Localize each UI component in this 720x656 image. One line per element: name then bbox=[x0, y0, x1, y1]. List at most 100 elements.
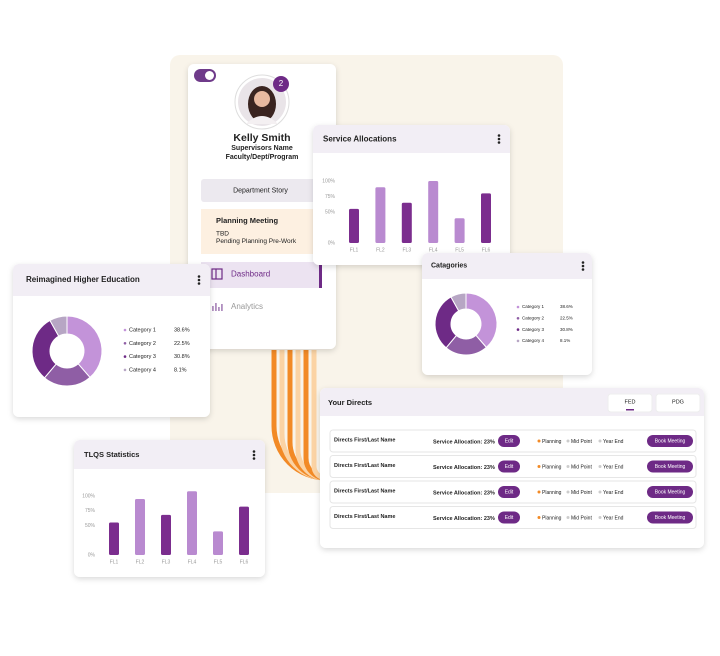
legend-value: 38.6% bbox=[174, 327, 190, 333]
x-tick-label: FL3 bbox=[162, 559, 171, 565]
menu-dot bbox=[497, 134, 501, 137]
menu-dot bbox=[497, 137, 501, 141]
book-button[interactable] bbox=[647, 435, 693, 447]
nav-item[interactable]: Analytics bbox=[231, 302, 263, 311]
status-label: Mid Point bbox=[571, 439, 592, 445]
legend-label: Category 2 bbox=[129, 341, 156, 347]
menu-dot bbox=[197, 278, 201, 282]
nav-active[interactable] bbox=[201, 262, 322, 288]
card-title: TLQS Statistics bbox=[84, 450, 139, 459]
x-tick-label: FL6 bbox=[240, 559, 249, 565]
direct-name: Directs First/Last Name bbox=[334, 463, 395, 469]
avatar-body bbox=[246, 116, 278, 124]
card-header bbox=[74, 463, 265, 469]
analytics-icon bbox=[212, 306, 214, 311]
analytics-icon bbox=[218, 307, 220, 311]
menu-dot bbox=[252, 450, 256, 453]
status-label: Planning bbox=[542, 515, 562, 521]
book-label[interactable]: Book Meeting bbox=[655, 438, 686, 444]
status-label: Mid Point bbox=[571, 464, 592, 470]
menu-dot bbox=[581, 268, 585, 271]
y-tick-label: 50% bbox=[85, 523, 96, 529]
legend-value: 22.5% bbox=[560, 315, 573, 320]
book-label[interactable]: Book Meeting bbox=[655, 489, 686, 495]
card-header bbox=[74, 440, 265, 469]
book-button[interactable] bbox=[647, 486, 693, 498]
analytics-icon bbox=[215, 303, 217, 311]
tab-label[interactable]: FED bbox=[625, 399, 636, 405]
card-title: Catagories bbox=[431, 262, 467, 269]
edit-button[interactable] bbox=[498, 435, 520, 447]
book-button[interactable] bbox=[647, 460, 693, 473]
edit-label[interactable]: Edit bbox=[505, 515, 514, 521]
card-title: Service Allocations bbox=[323, 135, 397, 144]
status-dot bbox=[537, 439, 541, 443]
legend-label: Category 1 bbox=[522, 304, 545, 309]
donut-slice bbox=[66, 315, 103, 379]
status-dot bbox=[598, 465, 602, 468]
legend-dot bbox=[123, 328, 127, 332]
status-dot bbox=[598, 439, 602, 443]
legend-label: Category 3 bbox=[129, 354, 156, 360]
bar bbox=[213, 531, 223, 555]
donut-slice bbox=[465, 292, 498, 349]
book-button[interactable] bbox=[647, 511, 693, 524]
bar bbox=[109, 522, 119, 555]
y-tick-label: 0% bbox=[328, 240, 336, 246]
status-dot bbox=[566, 516, 570, 519]
status-label: Year End bbox=[603, 439, 624, 445]
book-label[interactable]: Book Meeting bbox=[655, 515, 686, 521]
tab[interactable] bbox=[655, 393, 701, 413]
bar bbox=[161, 514, 171, 555]
status-dot bbox=[598, 516, 602, 519]
book-label[interactable]: Book Meeting bbox=[655, 464, 686, 470]
y-tick-label: 100% bbox=[82, 493, 95, 499]
legend-value: 8.1% bbox=[174, 367, 187, 373]
legend-dot bbox=[516, 317, 520, 320]
card-header bbox=[422, 273, 592, 279]
nav-active-bar bbox=[319, 262, 322, 288]
badge-count: 2 bbox=[279, 79, 284, 88]
supervisor: Supervisors Name bbox=[231, 145, 293, 152]
status-label: Planning bbox=[542, 490, 562, 496]
legend-dot bbox=[123, 342, 127, 345]
edit-button[interactable] bbox=[498, 511, 520, 524]
bar bbox=[187, 491, 197, 555]
story-button-label[interactable]: Department Story bbox=[233, 187, 288, 194]
menu-dot bbox=[252, 457, 256, 460]
direct-name: Directs First/Last Name bbox=[334, 514, 395, 520]
x-tick-label: FL5 bbox=[455, 247, 464, 253]
bar bbox=[375, 187, 386, 243]
planning-line: TBD bbox=[216, 231, 229, 238]
edit-label[interactable]: Edit bbox=[505, 489, 514, 495]
x-tick-label: FL6 bbox=[482, 247, 491, 253]
direct-name: Directs First/Last Name bbox=[334, 437, 395, 443]
x-tick-label: FL2 bbox=[136, 559, 145, 565]
dashboard-icon bbox=[211, 268, 223, 280]
legend-dot bbox=[516, 339, 520, 343]
tab-label[interactable]: PDG bbox=[672, 399, 684, 405]
direct-name: Directs First/Last Name bbox=[334, 488, 395, 494]
card-title: Reimagined Higher Education bbox=[26, 275, 140, 284]
x-tick-label: FL1 bbox=[110, 559, 119, 565]
allocation: Service Allocation: 23% bbox=[433, 465, 495, 471]
edit-label[interactable]: Edit bbox=[505, 438, 514, 444]
card-title: Your Directs bbox=[328, 398, 372, 407]
legend-dot bbox=[516, 305, 520, 309]
menu-dot bbox=[497, 141, 501, 144]
edit-label[interactable]: Edit bbox=[505, 464, 514, 470]
status-label: Year End bbox=[603, 490, 624, 496]
edit-button[interactable] bbox=[498, 486, 520, 498]
menu-dot bbox=[581, 264, 585, 268]
story-button[interactable] bbox=[201, 179, 320, 202]
edit-button[interactable] bbox=[498, 460, 520, 473]
legend-label: Category 4 bbox=[129, 367, 156, 373]
tab[interactable] bbox=[607, 393, 653, 413]
x-tick-label: FL1 bbox=[350, 247, 359, 253]
card-header bbox=[13, 264, 210, 296]
status-dot bbox=[566, 465, 570, 468]
nav-item[interactable]: Dashboard bbox=[231, 270, 270, 279]
menu-dot bbox=[581, 261, 585, 264]
legend-label: Category 1 bbox=[129, 327, 156, 333]
